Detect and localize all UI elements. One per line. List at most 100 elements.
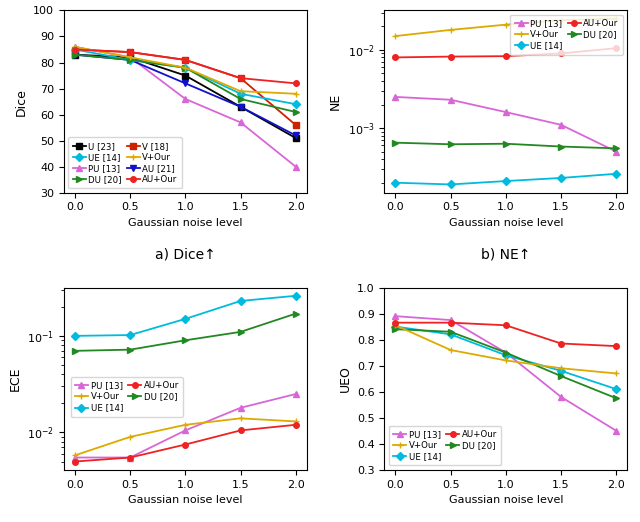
V+Our [182,65,189,71]
Line: PU [13]: PU [13] [393,313,619,433]
UE [14] [557,175,565,181]
PU [13] [557,394,565,400]
AU [21] [71,52,79,58]
Line: DU [20]: DU [20] [393,326,619,401]
Y-axis label: ECE: ECE [9,366,22,391]
PU [13] [292,391,300,397]
UE [14] [612,171,620,177]
V+Our [447,347,454,353]
V+Our [71,44,79,50]
UE [14] [182,316,189,322]
Line: PU [13]: PU [13] [393,94,619,155]
DU [20] [392,139,399,146]
UE [14] [502,178,509,184]
V+Our [502,357,509,363]
AU+Our [182,442,189,448]
Line: AU+Our: AU+Our [393,45,619,60]
AU+Our [71,458,79,465]
Line: PU [13]: PU [13] [72,44,298,170]
PU [13] [612,428,620,434]
Line: AU+Our: AU+Our [72,47,298,86]
Y-axis label: Dice: Dice [15,88,28,115]
PU [13] [447,317,454,323]
UE [14] [71,46,79,53]
V+Our [392,33,399,39]
DU [20] [612,395,620,401]
DU [20] [447,141,454,147]
AU [21] [237,104,244,110]
UE [14] [447,331,454,338]
UE [14] [292,101,300,108]
Line: PU [13]: PU [13] [72,391,298,460]
V+Our [71,452,79,458]
DU [20] [502,140,509,147]
Line: UE [14]: UE [14] [393,171,619,187]
UE [14] [71,333,79,339]
Line: DU [20]: DU [20] [393,140,619,151]
UE [14] [292,293,300,299]
Line: U [23]: U [23] [72,52,298,141]
UE [14] [237,91,244,97]
U [23] [182,73,189,79]
X-axis label: Gaussian noise level: Gaussian noise level [449,218,563,228]
Y-axis label: NE: NE [329,93,342,110]
V+Our [557,365,565,371]
AU [21] [182,80,189,87]
DU [20] [71,52,79,58]
Line: UE [14]: UE [14] [72,47,298,107]
DU [20] [557,144,565,150]
Text: a) Dice↑: a) Dice↑ [155,247,216,262]
AU+Our [447,53,454,60]
V [18] [292,122,300,128]
PU [13] [502,109,509,115]
V+Our [237,415,244,421]
V+Our [182,422,189,428]
V [18] [182,57,189,63]
PU [13] [126,54,134,61]
Line: V+Our: V+Our [72,44,298,97]
DU [20] [182,337,189,343]
AU+Our [182,57,189,63]
UE [14] [126,332,134,338]
Legend: PU [13], V+Our, UE [14], AU+Our, DU [20]: PU [13], V+Our, UE [14], AU+Our, DU [20] [511,15,623,55]
UE [14] [237,298,244,304]
DU [20] [502,350,509,356]
AU+Our [237,75,244,81]
PU [13] [612,148,620,155]
X-axis label: Gaussian noise level: Gaussian noise level [128,495,243,505]
AU+Our [612,343,620,349]
Y-axis label: UEO: UEO [339,365,351,392]
U [23] [71,52,79,58]
DU [20] [126,347,134,353]
V+Our [126,54,134,61]
Line: AU [21]: AU [21] [72,52,298,138]
AU+Our [392,54,399,61]
V+Our [612,16,620,22]
V+Our [292,91,300,97]
Text: b) NE↑: b) NE↑ [481,247,531,262]
V+Our [126,434,134,440]
AU+Our [392,319,399,326]
AU+Our [292,80,300,87]
AU+Our [126,49,134,55]
PU [13] [71,454,79,460]
PU [13] [182,428,189,434]
U [23] [292,135,300,141]
X-axis label: Gaussian noise level: Gaussian noise level [449,495,563,505]
AU+Our [237,428,244,434]
DU [20] [126,57,134,63]
PU [13] [557,122,565,128]
DU [20] [237,329,244,335]
AU [21] [126,57,134,63]
AU+Our [447,319,454,326]
Line: UE [14]: UE [14] [72,293,298,339]
Line: V+Our: V+Our [393,16,619,39]
DU [20] [557,373,565,379]
Line: AU+Our: AU+Our [72,422,298,464]
Line: DU [20]: DU [20] [72,52,298,115]
DU [20] [292,109,300,115]
UE [14] [447,181,454,187]
UE [14] [392,324,399,330]
DU [20] [612,145,620,151]
AU+Our [292,422,300,428]
